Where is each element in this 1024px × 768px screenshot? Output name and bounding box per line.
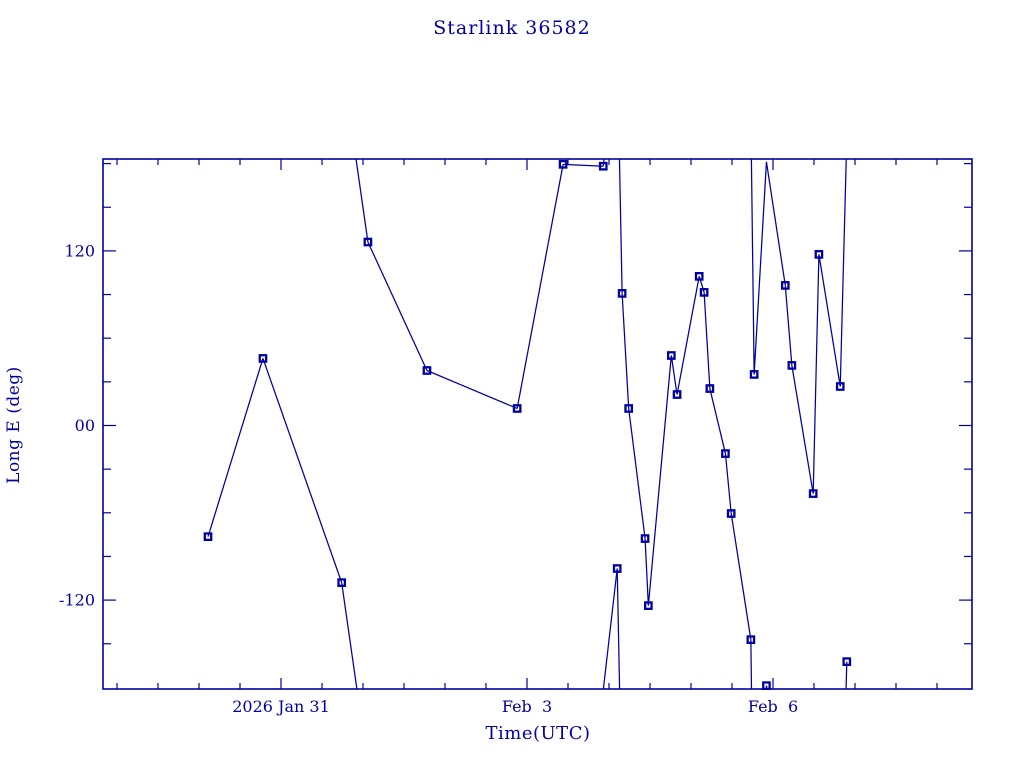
- data-point-marker: [558, 159, 568, 169]
- data-line-segment: [647, 355, 672, 606]
- data-line-segment: [563, 163, 604, 167]
- data-line-segment: [709, 388, 727, 454]
- data-point-marker: [598, 161, 608, 171]
- data-line-segment: [676, 276, 700, 395]
- data-line-segment: [262, 358, 343, 583]
- data-line-segment: [839, 158, 847, 387]
- data-point-marker: [814, 250, 824, 259]
- data-point-marker: [808, 489, 818, 498]
- data-line-segment: [355, 158, 369, 243]
- data-point-marker: [258, 354, 268, 363]
- data-point-marker: [624, 404, 634, 413]
- data-line-segment: [644, 538, 649, 606]
- data-point-marker: [640, 534, 650, 543]
- data-line-segment: [750, 639, 753, 690]
- data-point-marker: [512, 404, 522, 413]
- data-line-segment: [426, 369, 518, 410]
- data-point-marker: [672, 390, 682, 399]
- data-line-segment: [618, 158, 623, 294]
- data-point-marker: [746, 635, 756, 645]
- data-line-segment: [750, 158, 755, 375]
- data-point-marker: [705, 384, 715, 393]
- data-point-marker: [666, 351, 676, 360]
- data-point-marker: [780, 281, 790, 290]
- data-line-segment: [341, 582, 358, 690]
- data-line-segment: [516, 164, 564, 409]
- data-point-marker: [721, 449, 730, 458]
- data-line-segment: [602, 568, 618, 690]
- data-line-segment: [670, 355, 678, 395]
- data-point-marker: [612, 564, 622, 573]
- data-line-segment: [812, 254, 820, 494]
- data-point-marker: [762, 681, 771, 691]
- data-line-segment: [818, 254, 841, 387]
- data-point-marker: [694, 272, 704, 281]
- chart-title: Starlink 36582: [433, 17, 591, 39]
- y-tick-label: 00: [75, 416, 95, 435]
- x-tick-label: Feb 6: [748, 697, 798, 716]
- data-point-marker: [422, 366, 432, 375]
- data-line-segment: [730, 513, 752, 640]
- data-line-segment: [367, 241, 428, 371]
- plot-frame: [102, 158, 973, 690]
- data-line-segment: [845, 661, 848, 690]
- data-line-segment: [791, 365, 814, 494]
- data-line-segment: [753, 161, 768, 375]
- data-point-marker: [787, 361, 797, 370]
- data-point-marker: [203, 532, 213, 542]
- data-point-marker: [617, 289, 627, 298]
- data-point-marker: [644, 601, 653, 610]
- data-line-segment: [616, 568, 621, 690]
- x-axis-title: Time(UTC): [485, 723, 591, 744]
- data-point-marker: [835, 382, 845, 391]
- data-point-marker: [337, 578, 347, 587]
- data-line-segment: [628, 408, 646, 539]
- data-point-marker: [749, 370, 759, 379]
- y-tick-label: -120: [59, 591, 95, 610]
- data-line-segment: [621, 293, 630, 409]
- data-line-segment: [765, 161, 786, 286]
- y-tick-label: 120: [64, 241, 95, 260]
- x-tick-label: Feb 3: [502, 697, 552, 716]
- data-point-marker: [842, 657, 852, 666]
- data-point-marker: [699, 288, 709, 297]
- data-line-segment: [724, 453, 732, 514]
- data-point-marker: [363, 237, 373, 247]
- data-line-segment: [703, 292, 711, 389]
- data-line-segment: [784, 285, 793, 366]
- data-point-marker: [726, 509, 736, 518]
- x-tick-label: 2026 Jan 31: [232, 697, 330, 716]
- data-line-segment: [207, 358, 264, 537]
